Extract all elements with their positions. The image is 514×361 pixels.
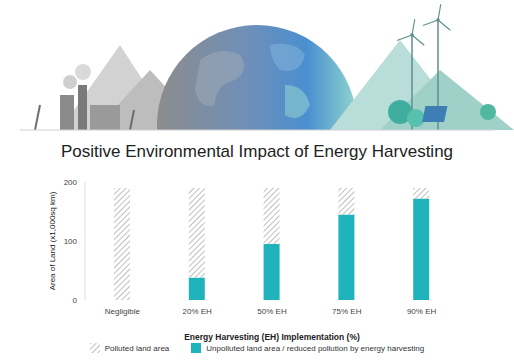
svg-text:20% EH: 20% EH [183,307,213,316]
svg-text:Energy Harvesting (EH) Impleme: Energy Harvesting (EH) Implementation (%… [184,332,360,342]
svg-text:50% EH: 50% EH [257,307,287,316]
svg-text:Area of Land (x1,000sq km): Area of Land (x1,000sq km) [48,191,57,290]
html-text:Positive Environmental Impact: Positive Environmental Impact of Energy … [60,142,454,161]
svg-text:90% EH: 90% EH [407,307,437,316]
svg-text:75% EH: 75% EH [332,307,362,316]
html-text:Unpolluted land area / reduced: Unpolluted land area / reduced pollution… [206,343,425,353]
svg-text:0: 0 [73,296,78,305]
html-text:Polluted land area: Polluted land area [104,343,170,353]
svg-text:100: 100 [64,237,78,246]
svg-text:200: 200 [64,178,78,187]
svg-text:Negligible: Negligible [105,307,141,316]
